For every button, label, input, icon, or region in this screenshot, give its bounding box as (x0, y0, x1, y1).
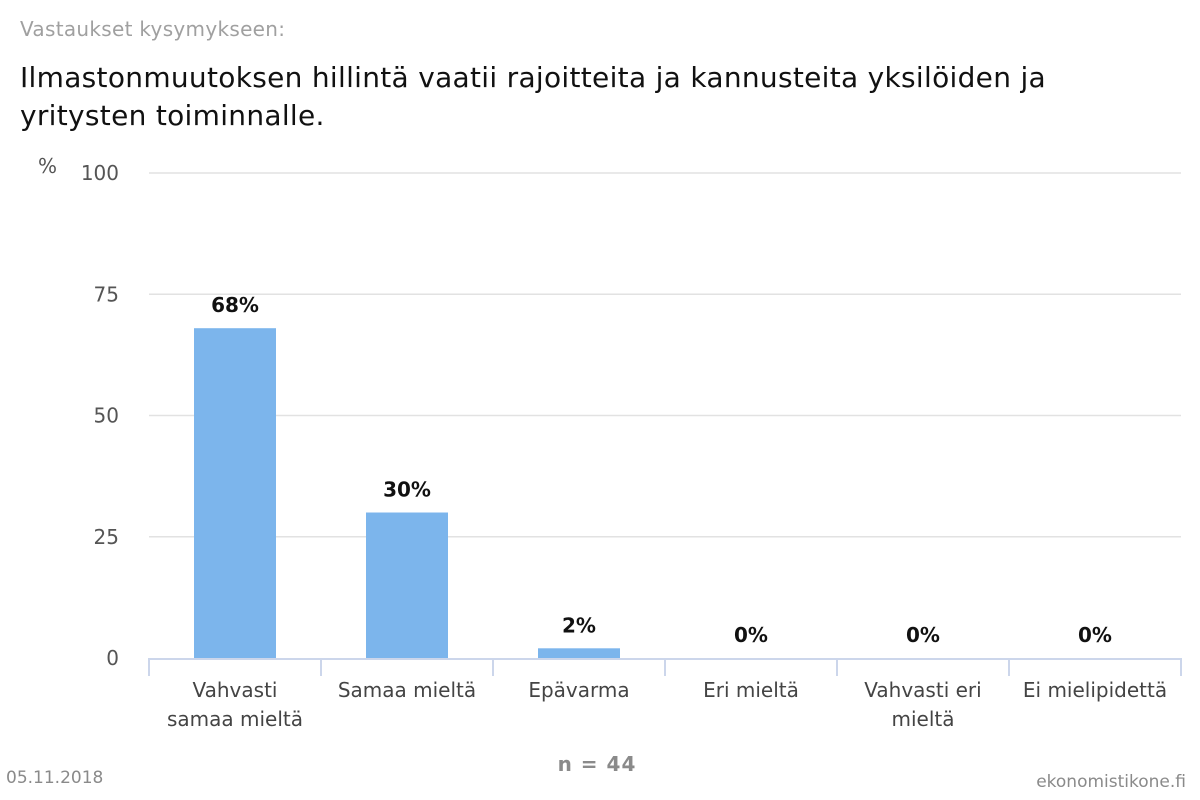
y-tick-label: 100 (81, 161, 119, 185)
x-axis (148, 658, 1182, 676)
footer-sample-size: n = 44 (0, 752, 1200, 776)
y-tick-label: 75 (94, 282, 119, 306)
chart-title: Ilmastonmuutoksen hillintä vaatii rajoit… (20, 61, 1046, 132)
data-label: 0% (1078, 623, 1112, 647)
chart-subtitle: Vastaukset kysymykseen: (20, 17, 286, 41)
x-category-label: Ei mielipidettä (1023, 678, 1167, 702)
y-tick-label: 0 (106, 646, 119, 670)
footer-date: 05.11.2018 (6, 768, 104, 788)
data-labels: 68% 30% 2% 0% 0% 0% (211, 293, 1112, 647)
bars (194, 328, 620, 658)
x-category-label: Eri mieltä (703, 678, 799, 702)
y-tick-label: 50 (94, 404, 119, 428)
data-label: 68% (211, 293, 259, 317)
x-axis-labels: Vahvasti samaa mieltä Samaa mieltä Epävarma… (167, 678, 1167, 731)
y-axis-label: % (38, 154, 57, 178)
y-tick-label: 25 (94, 525, 119, 549)
bar (194, 328, 276, 658)
x-category-label: Samaa mieltä (338, 678, 476, 702)
x-category-label: Vahvasti eri mieltä (864, 678, 981, 731)
x-category-label: Vahvasti samaa mieltä (167, 678, 303, 731)
data-label: 30% (383, 478, 431, 502)
y-axis-ticks: 0 25 50 75 100 (81, 161, 119, 670)
sample-size-text: n = 44 (557, 752, 637, 776)
bar (538, 648, 620, 658)
x-category-label: Epävarma (528, 678, 629, 702)
gridlines (149, 172, 1181, 538)
data-label: 2% (562, 613, 596, 637)
bar (366, 512, 448, 658)
data-label: 0% (906, 623, 940, 647)
footer-source: ekonomistikone.fi (1036, 772, 1186, 792)
data-label: 0% (734, 623, 768, 647)
